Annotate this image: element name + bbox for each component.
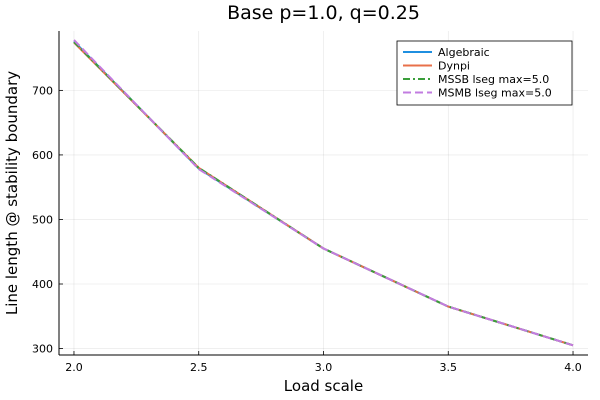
- y-tick-label: 300: [32, 343, 53, 356]
- legend-label: MSSB lseg max=5.0: [438, 73, 549, 86]
- y-tick-label: 700: [32, 84, 53, 97]
- x-axis-ticks: 2.0 2.5 3.0 3.5 4.0: [65, 351, 582, 374]
- y-axis-ticks: 300 400 500 600 700: [32, 84, 63, 356]
- chart-title: Base p=1.0, q=0.25: [227, 2, 420, 24]
- series-lines: [73, 39, 574, 347]
- legend-label: MSMB lseg max=5.0: [438, 87, 552, 100]
- y-tick-label: 500: [32, 213, 53, 226]
- legend-label: Algebraic: [438, 46, 490, 59]
- x-tick-label: 4.0: [564, 361, 582, 374]
- x-tick-label: 3.5: [440, 361, 458, 374]
- x-axis-label: Load scale: [284, 377, 363, 395]
- y-tick-label: 400: [32, 278, 53, 291]
- x-tick-label: 3.0: [315, 361, 333, 374]
- y-axis-label: Line length @ stability boundary: [3, 71, 21, 315]
- series-line-msmb-lseg-max-5-0: [73, 39, 574, 347]
- legend-label: Dynpi: [438, 60, 470, 73]
- x-tick-label: 2.0: [65, 361, 83, 374]
- x-tick-label: 2.5: [190, 361, 208, 374]
- y-tick-label: 600: [32, 149, 53, 162]
